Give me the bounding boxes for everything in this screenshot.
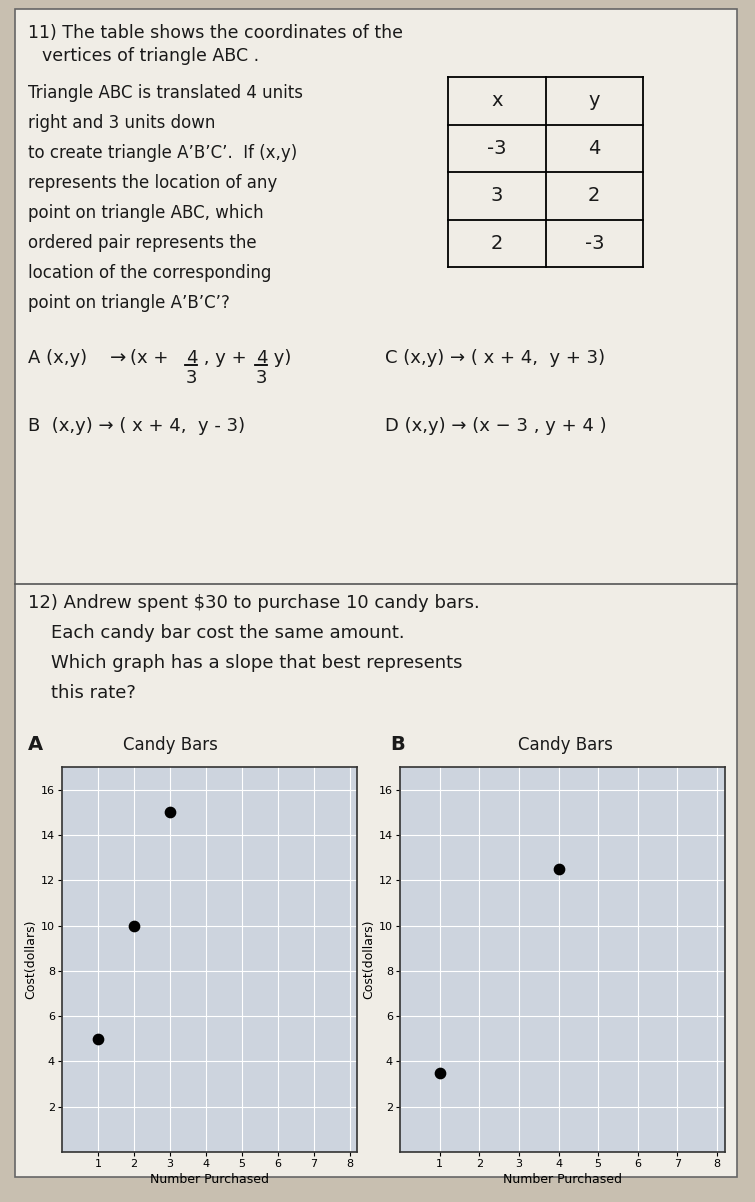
Text: Each candy bar cost the same amount.: Each candy bar cost the same amount. [28,624,405,642]
Text: C (x,y) → ( x + 4,  y + 3): C (x,y) → ( x + 4, y + 3) [385,349,605,367]
Point [128,916,140,935]
Text: Triangle ABC is translated 4 units: Triangle ABC is translated 4 units [28,84,303,102]
Text: location of the corresponding: location of the corresponding [28,264,271,282]
Text: 12) Andrew spent $30 to purchase 10 candy bars.: 12) Andrew spent $30 to purchase 10 cand… [28,594,479,612]
X-axis label: Number Purchased: Number Purchased [150,1173,269,1186]
Text: 11) The table shows the coordinates of the: 11) The table shows the coordinates of t… [28,24,403,42]
Text: Which graph has a slope that best represents: Which graph has a slope that best repres… [28,654,463,672]
Text: (x +: (x + [130,349,174,367]
Point [433,1063,445,1082]
Text: point on triangle ABC, which: point on triangle ABC, which [28,204,263,222]
Point [92,1029,104,1048]
Text: x: x [491,91,503,111]
Text: B: B [390,734,405,754]
Y-axis label: Cost(dollars): Cost(dollars) [362,920,374,999]
Text: 2: 2 [491,233,503,252]
Text: A: A [28,734,43,754]
Text: to create triangle A’B’C’.  If (x,y): to create triangle A’B’C’. If (x,y) [28,144,297,162]
Text: -3: -3 [584,233,604,252]
Text: point on triangle A’B’C’?: point on triangle A’B’C’? [28,294,230,313]
Text: y: y [588,91,600,111]
Point [553,859,565,879]
Text: represents the location of any: represents the location of any [28,174,277,192]
Text: 4: 4 [588,138,600,157]
Text: →: → [110,349,126,368]
Y-axis label: Cost(dollars): Cost(dollars) [23,920,37,999]
Text: 4: 4 [186,349,198,367]
Text: 3: 3 [256,369,267,387]
Text: Candy Bars: Candy Bars [122,736,217,754]
Text: 2: 2 [588,186,600,206]
Text: ordered pair represents the: ordered pair represents the [28,234,257,252]
Text: B  (x,y) → ( x + 4,  y - 3): B (x,y) → ( x + 4, y - 3) [28,417,245,435]
Text: vertices of triangle ABC .: vertices of triangle ABC . [42,47,259,65]
Text: Candy Bars: Candy Bars [518,736,612,754]
Text: , y +: , y + [198,349,252,367]
Text: 3: 3 [186,369,198,387]
Text: right and 3 units down: right and 3 units down [28,114,215,132]
Point [164,803,176,822]
X-axis label: Number Purchased: Number Purchased [503,1173,622,1186]
Text: 4: 4 [256,349,267,367]
FancyBboxPatch shape [15,8,737,1177]
Text: D (x,y) → (x − 3 , y + 4 ): D (x,y) → (x − 3 , y + 4 ) [385,417,606,435]
Text: -3: -3 [487,138,507,157]
Text: this rate?: this rate? [28,684,136,702]
Text: A (x,y): A (x,y) [28,349,93,367]
Text: 3: 3 [491,186,503,206]
Text: y): y) [268,349,291,367]
